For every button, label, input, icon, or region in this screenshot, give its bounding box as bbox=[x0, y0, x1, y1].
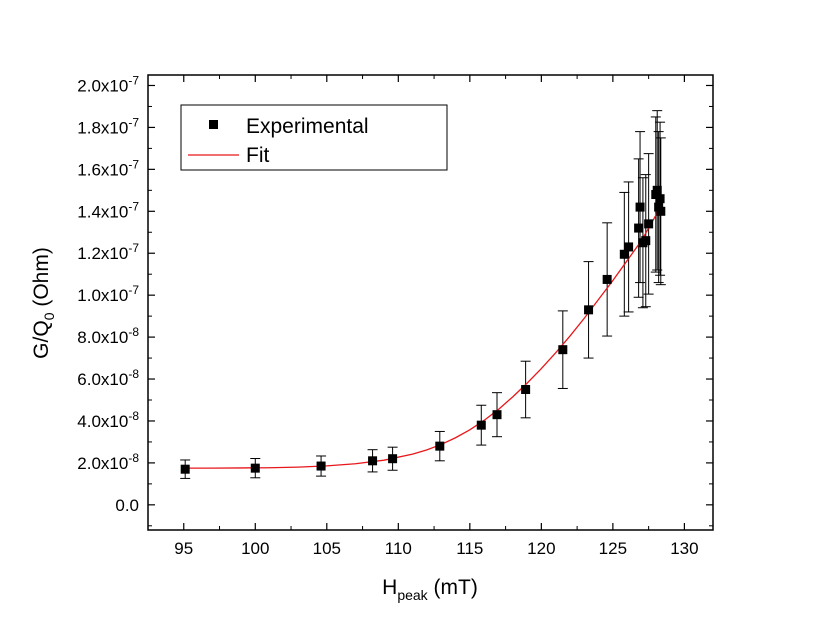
x-tick-label: 125 bbox=[599, 539, 627, 558]
data-point bbox=[584, 305, 594, 315]
y-tick-label: 2.0x10-8 bbox=[77, 451, 139, 473]
data-point bbox=[476, 420, 486, 430]
y-tick-label: 1.8x10-7 bbox=[77, 115, 139, 137]
y-tick-label: 2.0x10-7 bbox=[77, 73, 139, 95]
data-point bbox=[521, 385, 531, 395]
data-point bbox=[644, 219, 654, 229]
plot-frame bbox=[147, 74, 714, 531]
x-axis: 95 100 105 110 115 120 125 130 bbox=[147, 75, 699, 558]
y-tick-label: 8.0x10-8 bbox=[77, 325, 139, 347]
y-tick-label: 4.0x10-8 bbox=[77, 409, 139, 431]
data-point bbox=[635, 202, 645, 212]
y-tick-label: 0.0 bbox=[115, 496, 139, 515]
data-point bbox=[250, 463, 260, 473]
error-bars bbox=[180, 110, 666, 479]
data-point bbox=[656, 206, 666, 216]
data-point bbox=[180, 464, 190, 474]
x-tick-label: 110 bbox=[385, 539, 412, 558]
data-point bbox=[435, 441, 445, 451]
data-point bbox=[634, 223, 644, 233]
data-point bbox=[492, 410, 502, 420]
y-tick-label: 1.0x10-7 bbox=[77, 283, 139, 305]
data-point bbox=[388, 454, 398, 464]
data-point bbox=[619, 249, 629, 259]
legend-label-fit: Fit bbox=[246, 144, 269, 167]
data-point bbox=[624, 242, 634, 252]
fit-line bbox=[183, 198, 663, 469]
data-point bbox=[641, 236, 651, 246]
y-tick-label: 6.0x10-8 bbox=[77, 367, 139, 389]
data-point bbox=[316, 461, 326, 471]
data-point bbox=[558, 345, 568, 355]
y-tick-label: 1.6x10-7 bbox=[77, 157, 139, 179]
legend: Experimental Fit bbox=[180, 104, 448, 171]
x-tick-label: 105 bbox=[313, 539, 341, 558]
y-axis-label: G/Q0 (Ohm) bbox=[30, 247, 57, 359]
legend-box bbox=[180, 104, 448, 171]
x-axis-label: Hpeak (mT) bbox=[382, 576, 478, 603]
y-axis: 0.0 2.0x10-8 4.0x10-8 6.0x10-8 8.0x10-8 1.0x1… bbox=[77, 73, 713, 527]
x-tick-label: 100 bbox=[241, 539, 269, 558]
legend-label-experimental: Experimental bbox=[246, 115, 369, 138]
y-tick-label: 1.2x10-7 bbox=[77, 241, 139, 263]
x-tick-label: 95 bbox=[174, 539, 193, 558]
data-point bbox=[368, 456, 378, 466]
data-point bbox=[655, 194, 665, 204]
data-markers bbox=[180, 185, 666, 474]
data-point bbox=[602, 274, 612, 284]
data-point bbox=[652, 185, 662, 195]
x-tick-label: 115 bbox=[456, 539, 483, 558]
x-tick-label: 130 bbox=[670, 539, 698, 558]
y-tick-label: 1.4x10-7 bbox=[77, 199, 139, 221]
x-tick-label: 120 bbox=[527, 539, 555, 558]
legend-marker-experimental bbox=[209, 120, 218, 129]
